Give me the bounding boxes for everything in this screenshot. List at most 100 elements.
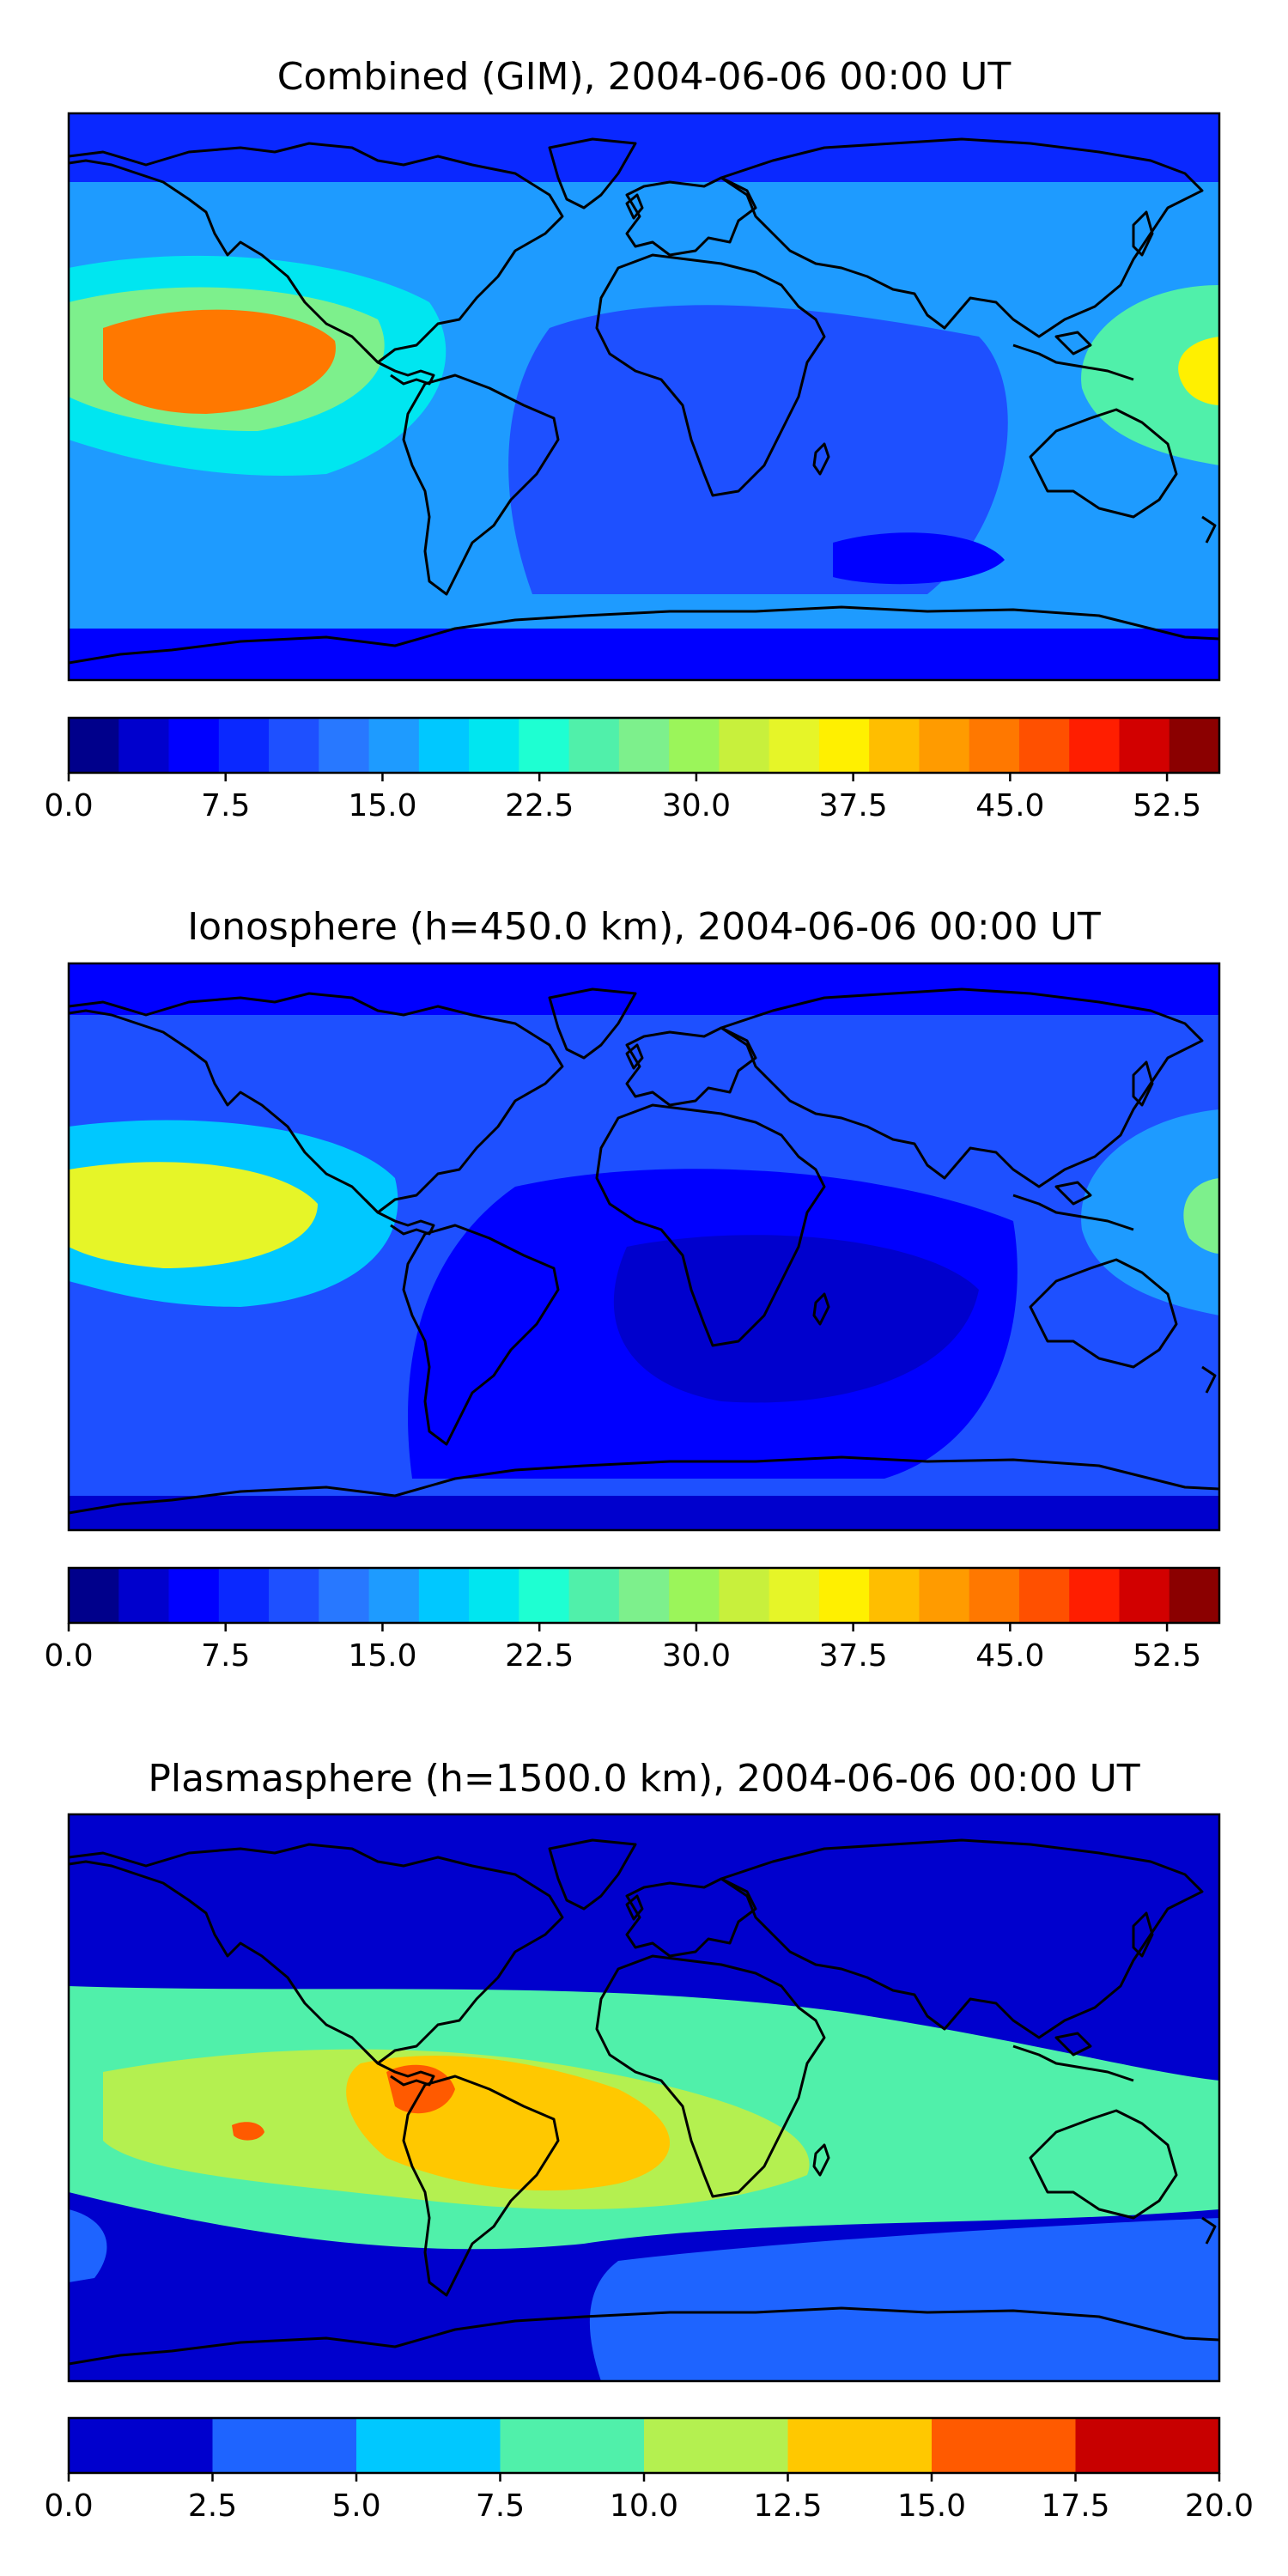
colorbar-swatch — [500, 2418, 645, 2473]
west-pacific-high-region — [1178, 337, 1219, 405]
colorbar-tick-label: 30.0 — [662, 1638, 731, 1674]
colorbar-swatch — [644, 2418, 789, 2473]
colorbar-tick-label: 20.0 — [1185, 2488, 1254, 2524]
colorbar-swatch — [618, 718, 670, 773]
colorbar-tick-label: 45.0 — [975, 788, 1044, 823]
colorbar-swatch — [919, 1568, 970, 1623]
map-frame — [67, 1813, 1221, 2383]
colorbar-swatch — [568, 1568, 620, 1623]
colorbar-tick-label: 22.5 — [505, 788, 574, 823]
colorbar-swatch — [118, 718, 170, 773]
colorbar-swatch — [418, 718, 470, 773]
tec-contour-region — [386, 2064, 455, 2114]
colorbar-swatch — [669, 718, 720, 773]
colorbar-tick-label: 30.0 — [662, 788, 731, 823]
colorbar-swatch — [269, 1568, 319, 1623]
colorbar-swatch — [519, 718, 570, 773]
tec-contour-region — [69, 2209, 107, 2282]
colorbar-swatch — [869, 1568, 920, 1623]
colorbar-swatch — [1018, 718, 1070, 773]
colorbar-swatch — [469, 718, 519, 773]
colorbar-tick-label: 52.5 — [1133, 788, 1201, 823]
colorbar-swatch — [818, 718, 870, 773]
colorbar-swatch — [719, 718, 770, 773]
colorbar-tick-label: 12.5 — [753, 2488, 822, 2524]
combined-map — [67, 112, 1221, 682]
tec-contour-region — [1081, 285, 1219, 465]
colorbar-swatch — [618, 1568, 670, 1623]
colorbar-swatch — [1018, 1568, 1070, 1623]
colorbar-swatch — [168, 718, 220, 773]
colorbar-swatch — [719, 1568, 770, 1623]
south-atlantic-indian-low-region — [833, 532, 1005, 585]
colorbar-swatch — [1069, 718, 1121, 773]
colorbar-swatch — [368, 718, 420, 773]
colorbar-swatch — [769, 1568, 820, 1623]
tec-contour-region — [69, 1496, 1219, 1530]
colorbar-swatch — [769, 718, 820, 773]
colorbar-swatch — [69, 1568, 119, 1623]
colorbar-tick-label: 22.5 — [505, 1638, 574, 1674]
colorbar-swatch — [69, 2418, 214, 2473]
colorbar-tick-label: 5.0 — [331, 2488, 380, 2524]
colorbar-swatch — [368, 1568, 420, 1623]
colorbar-swatch — [1169, 718, 1220, 773]
colorbar-frame — [67, 1566, 1221, 1625]
colorbar-swatch — [356, 2418, 501, 2473]
tec-contour-region — [232, 2122, 264, 2141]
colorbar-swatch — [1119, 718, 1170, 773]
colorbar-swatch — [1119, 1568, 1170, 1623]
colorbar-swatch — [269, 718, 319, 773]
colorbar-swatch — [212, 2418, 357, 2473]
colorbar-tick-label: 7.5 — [201, 788, 250, 823]
colorbar-swatch — [218, 718, 270, 773]
colorbar-swatch — [319, 718, 370, 773]
south-atlantic-indian-low-region — [613, 1235, 979, 1403]
colorbar-tick-label: 17.5 — [1041, 2488, 1109, 2524]
colorbar-swatch — [69, 718, 119, 773]
map-frame — [67, 112, 1221, 682]
colorbar-swatch — [418, 1568, 470, 1623]
colorbar-swatch — [818, 1568, 870, 1623]
colorbar-swatch — [669, 1568, 720, 1623]
plasmasphere-map — [67, 1813, 1221, 2383]
colorbar-swatch — [787, 2418, 933, 2473]
colorbar-tick-label: 7.5 — [476, 2488, 525, 2524]
plasmasphere-map-title: Plasmasphere (h=1500.0 km), 2004-06-06 0… — [148, 1757, 1140, 1801]
colorbar-tick-label: 0.0 — [44, 2488, 93, 2524]
tec-contour-region — [1081, 1109, 1219, 1315]
colorbar-swatch — [218, 1568, 270, 1623]
pacific-high-region — [103, 309, 336, 414]
ionosphere-map — [67, 962, 1221, 1532]
colorbar-tick-label: 0.0 — [44, 788, 93, 823]
colorbar-tick-label: 37.5 — [819, 788, 888, 823]
colorbar-swatch — [469, 1568, 519, 1623]
colorbar-swatch — [319, 1568, 370, 1623]
colorbar-swatch — [1075, 2418, 1220, 2473]
ionosphere-map-title: Ionosphere (h=450.0 km), 2004-06-06 00:0… — [187, 905, 1101, 949]
tec-contour-region — [69, 629, 1219, 680]
colorbar-swatch — [168, 1568, 220, 1623]
colorbar-frame — [67, 716, 1221, 775]
map-frame — [67, 962, 1221, 1532]
colorbar-swatch — [519, 1568, 570, 1623]
pacific-high-region — [69, 1162, 318, 1268]
combined-map-title: Combined (GIM), 2004-06-06 00:00 UT — [276, 55, 1012, 99]
colorbar-tick-label: 15.0 — [348, 788, 416, 823]
colorbar-swatch — [869, 718, 920, 773]
colorbar-swatch — [969, 718, 1020, 773]
west-pacific-high-region — [1183, 1178, 1219, 1254]
colorbar-tick-label: 15.0 — [348, 1638, 416, 1674]
ionosphere-colorbar: 0.0 7.5 15.0 22.5 30.0 37.5 45.0 52.5 — [44, 1566, 1221, 1674]
colorbar-swatch — [1069, 1568, 1121, 1623]
colorbar-tick-label: 2.5 — [188, 2488, 237, 2524]
colorbar-tick-label: 52.5 — [1133, 1638, 1201, 1674]
colorbar-tick-label: 45.0 — [975, 1638, 1044, 1674]
colorbar-swatch — [1169, 1568, 1220, 1623]
colorbar-tick-label: 37.5 — [819, 1638, 888, 1674]
southern-low-region — [589, 2218, 1219, 2381]
colorbar-swatch — [919, 718, 970, 773]
colorbar-tick-label: 0.0 — [44, 1638, 93, 1674]
colorbar-tick-label: 7.5 — [201, 1638, 250, 1674]
